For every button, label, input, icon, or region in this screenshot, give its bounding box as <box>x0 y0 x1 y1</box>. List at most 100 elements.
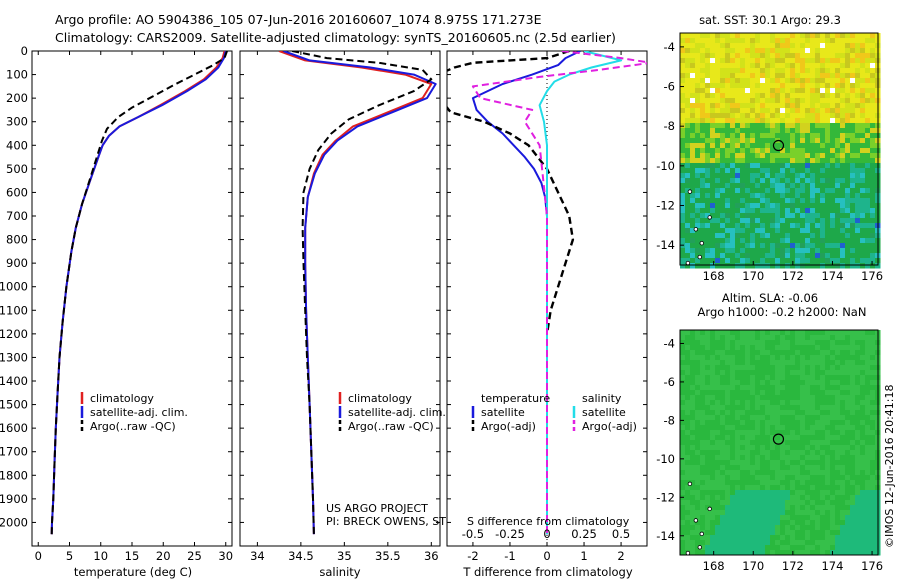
map-cell <box>760 158 766 164</box>
map-cell <box>770 38 776 44</box>
map-cell <box>795 238 801 244</box>
map-cell <box>795 63 801 69</box>
map-cell <box>740 525 746 531</box>
map-cell <box>720 410 726 416</box>
map-cell <box>770 385 776 391</box>
map-cell <box>705 103 711 109</box>
map-cell <box>815 330 821 336</box>
map-cell <box>700 68 706 74</box>
map-cell <box>705 63 711 69</box>
map-cell <box>725 335 731 341</box>
map-x-tick-label: 176 <box>861 269 883 283</box>
map-cell <box>710 395 716 401</box>
map-cell <box>765 350 771 356</box>
map-cell <box>730 243 736 249</box>
map-cell <box>850 238 856 244</box>
map-cell <box>765 98 771 104</box>
map-cell <box>760 53 766 59</box>
map-cell <box>690 113 696 119</box>
map-cell <box>850 430 856 436</box>
map-cell <box>700 133 706 139</box>
map-cell <box>760 350 766 356</box>
map-cell <box>760 228 766 234</box>
x-tick-label: 30 <box>218 549 233 563</box>
map-cell <box>795 168 801 174</box>
map-cell <box>705 510 711 516</box>
map-cell <box>785 203 791 209</box>
map-cell <box>695 113 701 119</box>
map-cell <box>860 530 866 536</box>
map-cell <box>775 440 781 446</box>
map-cell <box>835 395 841 401</box>
map-cell <box>830 188 836 194</box>
map-cell <box>780 510 786 516</box>
map-cell <box>780 208 786 214</box>
map-cell <box>870 128 876 134</box>
map-cell <box>870 83 876 89</box>
map-cell <box>800 355 806 361</box>
map-cell <box>740 540 746 546</box>
map-cell <box>730 58 736 64</box>
map-cell <box>870 545 876 551</box>
map-cell <box>720 480 726 486</box>
map-cell <box>725 33 731 39</box>
map-cell <box>860 118 866 124</box>
map-cell <box>715 98 721 104</box>
map-cell <box>695 520 701 526</box>
map-cell <box>865 365 871 371</box>
map-cell <box>710 88 716 94</box>
map-cell <box>690 380 696 386</box>
map-cell <box>790 445 796 451</box>
map-cell <box>810 178 816 184</box>
map-cell <box>840 340 846 346</box>
map-cell <box>855 370 861 376</box>
map-cell <box>695 193 701 199</box>
map-cell <box>805 168 811 174</box>
map-cell <box>810 345 816 351</box>
map-cell <box>735 168 741 174</box>
map-cell <box>715 460 721 466</box>
map-cell <box>745 113 751 119</box>
map-cell <box>775 330 781 336</box>
map-cell <box>870 400 876 406</box>
map-cell <box>780 178 786 184</box>
map-cell <box>870 58 876 64</box>
map-cell <box>785 345 791 351</box>
map-cell <box>815 108 821 114</box>
map-cell <box>760 88 766 94</box>
map-cell <box>710 345 716 351</box>
map-cell <box>850 390 856 396</box>
map-cell <box>865 345 871 351</box>
map-cell <box>735 545 741 551</box>
map-cell <box>850 53 856 59</box>
map-cell <box>780 465 786 471</box>
map-cell <box>725 43 731 49</box>
map-cell <box>730 395 736 401</box>
map-cell <box>760 455 766 461</box>
map-cell <box>855 335 861 341</box>
map-cell <box>870 420 876 426</box>
map-cell <box>830 535 836 541</box>
map-cell <box>800 203 806 209</box>
map-cell <box>805 43 811 49</box>
map-cell <box>740 43 746 49</box>
map-cell <box>825 395 831 401</box>
map-cell <box>730 330 736 336</box>
map-cell <box>690 78 696 84</box>
map-cell <box>800 98 806 104</box>
map-cell <box>760 168 766 174</box>
map-cell <box>870 63 876 69</box>
island-marker <box>687 189 693 194</box>
map-cell <box>750 43 756 49</box>
map-cell <box>820 485 826 491</box>
map-cell <box>690 335 696 341</box>
map-cell <box>730 168 736 174</box>
map-cell <box>725 83 731 89</box>
map-cell <box>765 455 771 461</box>
map-cell <box>725 435 731 441</box>
map-cell <box>765 490 771 496</box>
map-cell <box>835 355 841 361</box>
map-cell <box>785 228 791 234</box>
x-tick-label: 10 <box>93 549 108 563</box>
map-cell <box>780 450 786 456</box>
